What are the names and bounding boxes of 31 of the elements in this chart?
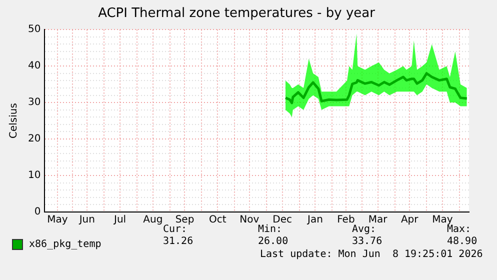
- text: 26.00: [258, 236, 288, 247]
- text: Cur:: [163, 224, 188, 235]
- x-tick-label: May: [432, 214, 453, 226]
- x-tick-label: Sep: [175, 214, 194, 226]
- y-tick-label: 0: [34, 206, 41, 218]
- y-tick-label: 50: [28, 24, 41, 36]
- y-tick-label: 40: [28, 60, 41, 72]
- y-tick-label: 20: [28, 134, 41, 145]
- x-tick-label: Feb: [337, 214, 355, 226]
- x-tick-label: Oct: [208, 214, 226, 226]
- y-tick-label: 10: [28, 170, 41, 182]
- x-tick-label: May: [47, 214, 68, 226]
- text: Min:: [258, 224, 282, 235]
- text: 48.90: [447, 236, 478, 247]
- x-tick-label: Jul: [112, 214, 126, 226]
- y-axis-title: Celsius: [8, 103, 20, 139]
- x-tick-label: Apr: [400, 214, 420, 226]
- text: Max:: [447, 224, 472, 235]
- text: 31.26: [163, 236, 194, 247]
- text: 33.76: [352, 236, 382, 247]
- x-tick-label: Nov: [240, 214, 260, 226]
- legend-label: x86_pkg_temp: [29, 239, 102, 250]
- chart-title: ACPI Thermal zone temperatures - by year: [98, 6, 376, 22]
- y-tick-label: 30: [28, 97, 41, 108]
- text: Avg:: [352, 224, 376, 235]
- x-tick-label: Mar: [368, 214, 388, 226]
- x-tick-label: Jun: [78, 214, 95, 226]
- text: Last update: Mon Jun 8 19:25:01 2026: [260, 249, 483, 260]
- x-tick-label: Jan: [306, 214, 323, 226]
- x-tick-label: Dec: [272, 214, 292, 226]
- x-tick-label: Aug: [143, 214, 163, 226]
